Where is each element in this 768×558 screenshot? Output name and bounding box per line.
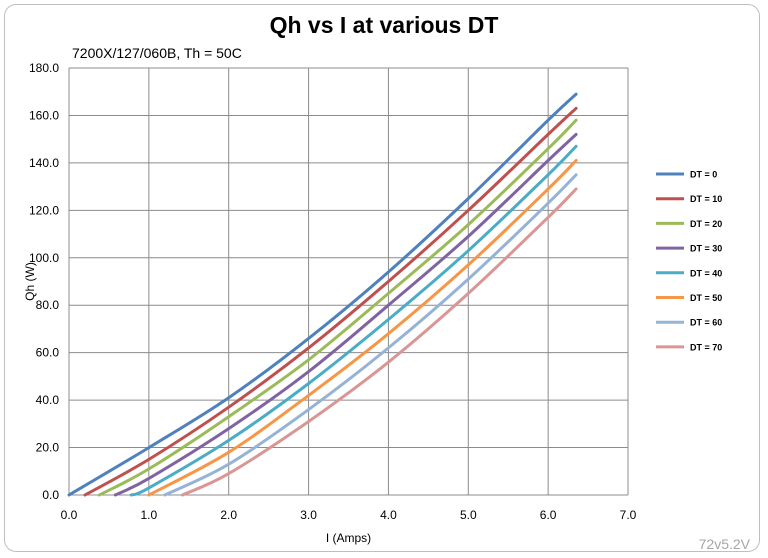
series-line-dt-10 — [83, 106, 578, 497]
series-line-dt-40 — [129, 144, 578, 497]
legend-label: DT = 20 — [690, 219, 722, 229]
x-tick-label: 3.0 — [300, 508, 317, 522]
y-tick-label: 60.0 — [36, 346, 60, 360]
x-axis-label: I (Amps) — [326, 531, 371, 545]
x-tick-label: 7.0 — [620, 508, 637, 522]
legend-label: DT = 60 — [690, 318, 722, 328]
y-tick-label: 20.0 — [36, 441, 60, 455]
legend: DT = 0 DT = 10 DT = 20 DT = 30 DT = 40 DT = 5… — [656, 170, 722, 352]
x-tick-label: 4.0 — [380, 508, 397, 522]
x-tick-label: 1.0 — [141, 508, 158, 522]
legend-label: DT = 30 — [690, 244, 722, 254]
series-line-dt-0 — [67, 92, 578, 497]
x-tick-label: 0.0 — [61, 508, 78, 522]
chart-subtitle: 7200X/127/060B, Th = 50C — [72, 45, 242, 61]
grid-lines — [68, 67, 629, 496]
y-axis-label: Qh (W) — [23, 262, 37, 301]
y-tick-labels: 0.0 20.0 40.0 60.0 80.0 100.0 120.0 140.0 160.0 1… — [29, 61, 59, 502]
series-line-dt-60 — [163, 173, 578, 497]
x-tick-labels: 0.0 1.0 2.0 3.0 4.0 5.0 6.0 7.0 — [61, 508, 637, 522]
y-tick-label: 40.0 — [36, 393, 60, 407]
y-tick-label: 120.0 — [29, 203, 59, 217]
series-line-dt-70 — [180, 187, 578, 497]
y-tick-label: 100.0 — [29, 251, 59, 265]
series-lines — [67, 92, 578, 497]
x-tick-label: 5.0 — [460, 508, 477, 522]
y-tick-label: 0.0 — [42, 488, 59, 502]
series-line-dt-20 — [97, 118, 578, 497]
x-tick-label: 6.0 — [540, 508, 557, 522]
legend-label: DT = 40 — [690, 268, 722, 278]
series-line-dt-50 — [147, 159, 578, 497]
y-tick-label: 160.0 — [29, 108, 59, 122]
x-tick-label: 2.0 — [220, 508, 237, 522]
chart-title: Qh vs I at various DT — [269, 12, 499, 38]
legend-label: DT = 70 — [690, 342, 722, 352]
legend-label: DT = 0 — [690, 170, 717, 180]
series-line-dt-30 — [113, 132, 578, 497]
y-tick-label: 140.0 — [29, 156, 59, 170]
y-tick-label: 80.0 — [36, 298, 60, 312]
version-watermark: 72v5.2V — [698, 536, 750, 552]
y-tick-label: 180.0 — [29, 61, 59, 75]
legend-label: DT = 50 — [690, 293, 722, 303]
legend-label: DT = 10 — [690, 194, 722, 204]
